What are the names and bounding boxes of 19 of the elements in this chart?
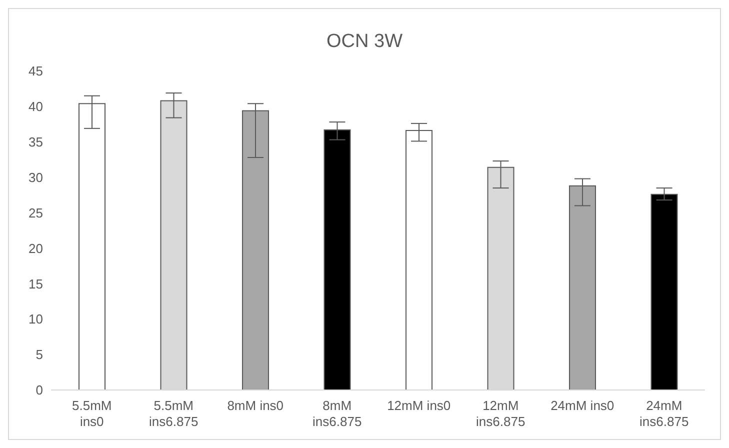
x-tick-label: 5.5mM ins6.875 <box>149 398 198 429</box>
y-tick-label: 30 <box>28 170 43 185</box>
x-tick-label: 12mM ins6.875 <box>476 398 526 429</box>
x-tick-label: 8mM ins0 <box>227 398 284 413</box>
y-tick-label: 35 <box>28 134 43 150</box>
x-tick-label: 24mM ins6.875 <box>640 398 689 429</box>
y-tick-label: 10 <box>28 312 43 327</box>
y-tick-label: 25 <box>28 205 43 220</box>
x-tick-label: 5.5mM ins0 <box>72 398 112 429</box>
y-tick-label: 15 <box>28 276 43 292</box>
chart-title: OCN 3W <box>326 30 404 54</box>
y-tick-label: 5 <box>36 347 43 362</box>
x-tick-label: 12mM ins0 <box>387 398 451 413</box>
y-tick-label: 20 <box>28 240 43 256</box>
y-tick-label: 45 <box>28 64 43 79</box>
y-tick-label: 40 <box>28 99 43 114</box>
x-tick-label: 8mM ins6.875 <box>312 398 362 429</box>
x-tick-label: 24mM ins0 <box>550 398 614 413</box>
y-tick-label: 0 <box>36 382 43 398</box>
